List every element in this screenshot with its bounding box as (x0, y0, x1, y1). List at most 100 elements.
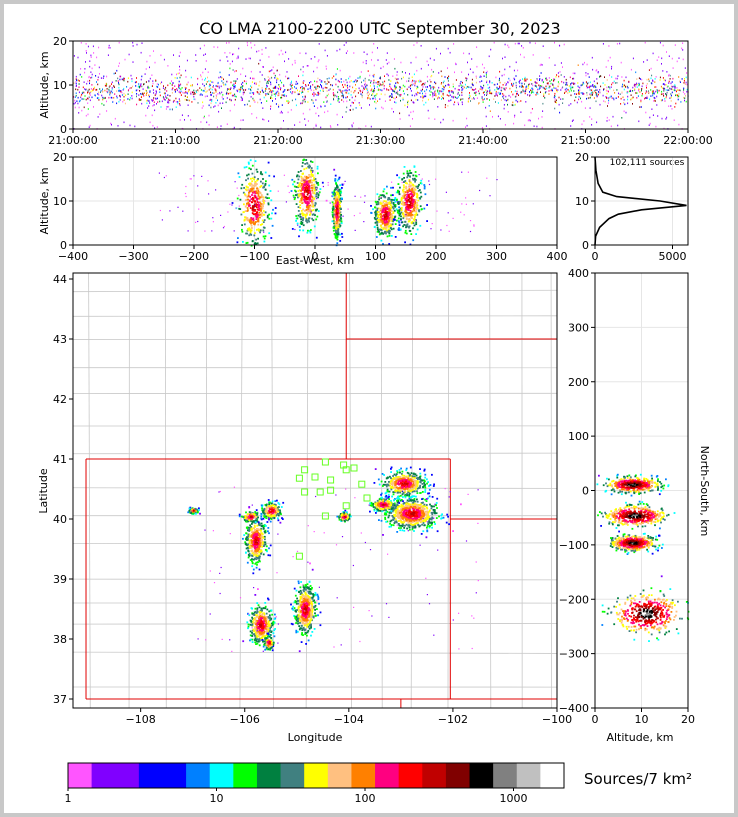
source-point (510, 96, 512, 98)
source-point (625, 111, 627, 114)
source-point (294, 91, 296, 93)
source-point (336, 95, 338, 98)
source-point (427, 80, 429, 83)
source-point (406, 88, 408, 91)
source-point (447, 47, 449, 50)
source-point (444, 104, 446, 106)
source-point (297, 210, 300, 212)
source-point (243, 219, 246, 222)
source-point (475, 75, 477, 78)
source-point (146, 60, 148, 63)
source-point (328, 93, 329, 96)
chart-title: CO LMA 2100-2200 UTC September 30, 2023 (199, 19, 560, 38)
source-point (365, 60, 367, 62)
source-point (476, 97, 478, 99)
source-point (636, 86, 638, 88)
source-point (507, 103, 508, 106)
source-point (430, 87, 432, 90)
source-point (387, 217, 390, 220)
source-point (231, 94, 233, 97)
source-point (405, 232, 408, 235)
source-point (331, 84, 333, 87)
source-point (256, 183, 258, 185)
source-point (234, 86, 236, 88)
source-point (524, 90, 526, 93)
source-point (595, 86, 597, 89)
source-point (392, 217, 394, 220)
source-point (309, 108, 311, 111)
source-point (380, 219, 383, 222)
source-point (326, 101, 328, 103)
source-point (420, 67, 422, 70)
source-point (301, 87, 303, 90)
source-point (389, 83, 391, 86)
source-point (244, 89, 246, 91)
source-point (345, 41, 347, 44)
source-point (273, 90, 275, 92)
source-point (481, 97, 483, 100)
source-point (386, 230, 389, 233)
source-point (466, 77, 468, 80)
source-point (283, 90, 285, 92)
source-point (373, 97, 375, 100)
source-point (380, 206, 383, 209)
source-point (336, 68, 338, 70)
source-point (157, 86, 159, 88)
source-point (417, 80, 419, 82)
source-point (199, 94, 201, 96)
source-point (426, 506, 428, 509)
source-point (260, 213, 263, 215)
source-point (332, 216, 335, 219)
source-point (172, 82, 174, 84)
source-point (373, 73, 375, 76)
source-point (390, 227, 392, 229)
source-point (233, 80, 235, 82)
source-point (402, 213, 404, 216)
source-point (140, 96, 142, 98)
source-point (547, 83, 549, 86)
source-point (315, 236, 318, 239)
source-point (384, 208, 386, 210)
source-point (302, 219, 304, 222)
source-point (442, 81, 444, 84)
source-point (310, 172, 313, 175)
source-point (300, 86, 301, 89)
source-point (253, 223, 256, 225)
source-point (676, 60, 678, 63)
source-point (305, 159, 308, 161)
source-point (539, 64, 541, 67)
source-point (535, 94, 537, 96)
source-point (401, 202, 404, 204)
source-point (573, 90, 575, 92)
source-point (334, 94, 336, 97)
source-point (399, 88, 401, 91)
source-point (339, 194, 342, 197)
source-point (179, 100, 181, 102)
source-point (258, 93, 260, 95)
source-point (538, 88, 540, 90)
source-point (280, 127, 282, 130)
source-point (398, 515, 400, 518)
source-point (409, 180, 411, 182)
source-point (548, 85, 550, 88)
source-point (467, 171, 469, 173)
source-point (245, 82, 247, 85)
source-point (116, 69, 118, 72)
source-point (612, 82, 614, 84)
source-point (271, 90, 273, 92)
source-point (318, 43, 320, 45)
source-point (268, 88, 270, 90)
source-point (515, 99, 517, 102)
source-point (372, 90, 374, 93)
source-point (335, 191, 338, 194)
source-point (445, 191, 447, 193)
source-point (326, 82, 328, 85)
source-point (188, 89, 190, 91)
source-point (644, 41, 646, 44)
source-point (515, 75, 517, 77)
source-point (163, 92, 165, 94)
source-point (380, 239, 383, 242)
source-point (520, 111, 522, 113)
source-point (557, 72, 559, 74)
source-point (385, 219, 388, 222)
